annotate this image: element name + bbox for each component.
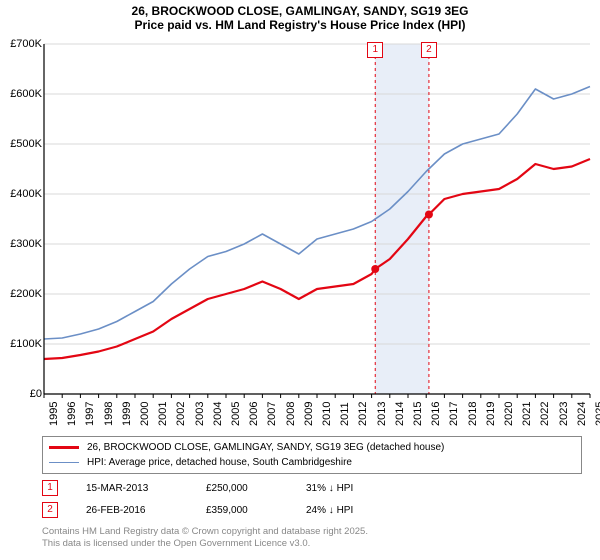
x-tick-label: 1999: [121, 402, 133, 426]
event-date: 15-MAR-2013: [86, 483, 206, 494]
x-tick-label: 2015: [412, 402, 424, 426]
x-tick-label: 2006: [248, 402, 260, 426]
x-tick-label: 2014: [394, 402, 406, 426]
x-tick-label: 2019: [485, 402, 497, 426]
x-tick-label: 2016: [430, 402, 442, 426]
title-line2: Price paid vs. HM Land Registry's House …: [0, 18, 600, 32]
y-tick-label: £100K: [0, 338, 42, 350]
chart-container: 26, BROCKWOOD CLOSE, GAMLINGAY, SANDY, S…: [0, 0, 600, 560]
legend-row-property: 26, BROCKWOOD CLOSE, GAMLINGAY, SANDY, S…: [49, 440, 575, 455]
x-tick-label: 2003: [194, 402, 206, 426]
event-price: £250,000: [206, 483, 306, 494]
legend-swatch-property: [49, 446, 79, 448]
event-date: 26-FEB-2016: [86, 505, 206, 516]
x-tick-label: 2023: [558, 402, 570, 426]
legend-label-hpi: HPI: Average price, detached house, Sout…: [87, 457, 352, 468]
x-tick-label: 2007: [266, 402, 278, 426]
y-tick-label: £700K: [0, 38, 42, 50]
x-tick-label: 2009: [303, 402, 315, 426]
title-line1: 26, BROCKWOOD CLOSE, GAMLINGAY, SANDY, S…: [0, 4, 600, 18]
event-rows: 1 15-MAR-2013£250,00031% ↓ HPI 2 26-FEB-201…: [42, 476, 582, 520]
footer: Contains HM Land Registry data © Crown c…: [42, 526, 368, 550]
event-price: £359,000: [206, 505, 306, 516]
y-tick-label: £300K: [0, 238, 42, 250]
x-tick-label: 2025: [594, 402, 600, 426]
x-tick-label: 1998: [103, 402, 115, 426]
event-marker-top: 1: [367, 42, 383, 58]
y-tick-label: £0: [0, 388, 42, 400]
x-tick-label: 2022: [539, 402, 551, 426]
x-tick-label: 1997: [84, 402, 96, 426]
event-diff: 31% ↓ HPI: [306, 483, 406, 494]
x-tick-label: 2012: [357, 402, 369, 426]
title-block: 26, BROCKWOOD CLOSE, GAMLINGAY, SANDY, S…: [0, 0, 600, 32]
x-tick-label: 2002: [175, 402, 187, 426]
x-tick-label: 2020: [503, 402, 515, 426]
plot-area: [44, 44, 590, 394]
legend: 26, BROCKWOOD CLOSE, GAMLINGAY, SANDY, S…: [42, 436, 582, 474]
event-diff: 24% ↓ HPI: [306, 505, 406, 516]
x-tick-label: 2004: [212, 402, 224, 426]
x-tick-label: 1995: [48, 402, 60, 426]
event-marker: 1: [42, 480, 58, 496]
x-tick-label: 2005: [230, 402, 242, 426]
x-tick-label: 2011: [339, 402, 351, 426]
y-tick-label: £600K: [0, 88, 42, 100]
footer-line1: Contains HM Land Registry data © Crown c…: [42, 526, 368, 538]
y-tick-label: £500K: [0, 138, 42, 150]
footer-line2: This data is licensed under the Open Gov…: [42, 538, 368, 550]
x-tick-label: 2000: [139, 402, 151, 426]
legend-row-hpi: HPI: Average price, detached house, Sout…: [49, 455, 575, 470]
x-tick-label: 2010: [321, 402, 333, 426]
legend-label-property: 26, BROCKWOOD CLOSE, GAMLINGAY, SANDY, S…: [87, 442, 444, 453]
event-row: 1 15-MAR-2013£250,00031% ↓ HPI: [42, 478, 582, 498]
x-tick-label: 2017: [448, 402, 460, 426]
y-tick-label: £200K: [0, 288, 42, 300]
x-tick-label: 2008: [285, 402, 297, 426]
legend-swatch-hpi: [49, 462, 79, 464]
x-tick-label: 2018: [467, 402, 479, 426]
y-tick-label: £400K: [0, 188, 42, 200]
x-tick-label: 2013: [376, 402, 388, 426]
x-tick-label: 2024: [576, 402, 588, 426]
chart-svg: [44, 44, 590, 399]
event-marker: 2: [42, 502, 58, 518]
x-tick-label: 2021: [521, 402, 533, 426]
event-marker-top: 2: [421, 42, 437, 58]
event-row: 2 26-FEB-2016£359,00024% ↓ HPI: [42, 500, 582, 520]
x-tick-label: 2001: [157, 402, 169, 426]
x-tick-label: 1996: [66, 402, 78, 426]
